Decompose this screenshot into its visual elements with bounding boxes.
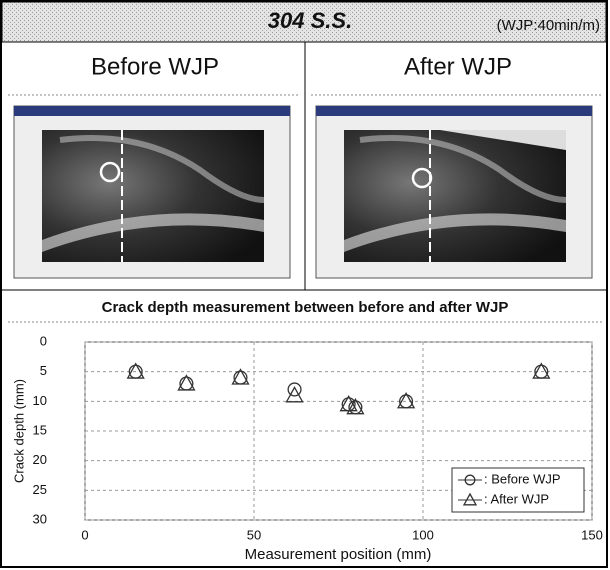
header-title: 304 S.S. bbox=[268, 8, 352, 33]
x-axis-label: Measurement position (mm) bbox=[245, 546, 432, 563]
y-tick-label: 20 bbox=[33, 452, 47, 467]
panel-label: After WJP bbox=[404, 53, 512, 80]
y-tick-label: 25 bbox=[33, 482, 47, 497]
y-tick-label: 5 bbox=[40, 363, 47, 378]
x-tick-label: 100 bbox=[412, 527, 434, 542]
x-tick-label: 150 bbox=[581, 527, 603, 542]
legend-label: : After WJP bbox=[484, 491, 549, 506]
header-condition: (WJP:40min/m) bbox=[497, 17, 600, 34]
x-tick-label: 50 bbox=[247, 527, 261, 542]
chart-title: Crack depth measurement between before a… bbox=[102, 299, 509, 316]
figure-svg: 304 S.S. (WJP:40min/m) Before WJP After … bbox=[0, 0, 610, 570]
screenshot-before bbox=[14, 106, 290, 278]
y-tick-label: 15 bbox=[33, 422, 47, 437]
y-axis-label: Crack depth (mm) bbox=[11, 379, 26, 483]
panel-label: Before WJP bbox=[91, 53, 219, 80]
screenshot-after bbox=[316, 106, 592, 278]
legend-label: : Before WJP bbox=[484, 471, 561, 486]
figure: 304 S.S. (WJP:40min/m) Before WJP After … bbox=[0, 0, 610, 570]
y-tick-label: 30 bbox=[33, 511, 47, 526]
x-tick-label: 0 bbox=[81, 527, 88, 542]
y-tick-label: 10 bbox=[33, 393, 47, 408]
y-tick-label: 0 bbox=[40, 333, 47, 348]
